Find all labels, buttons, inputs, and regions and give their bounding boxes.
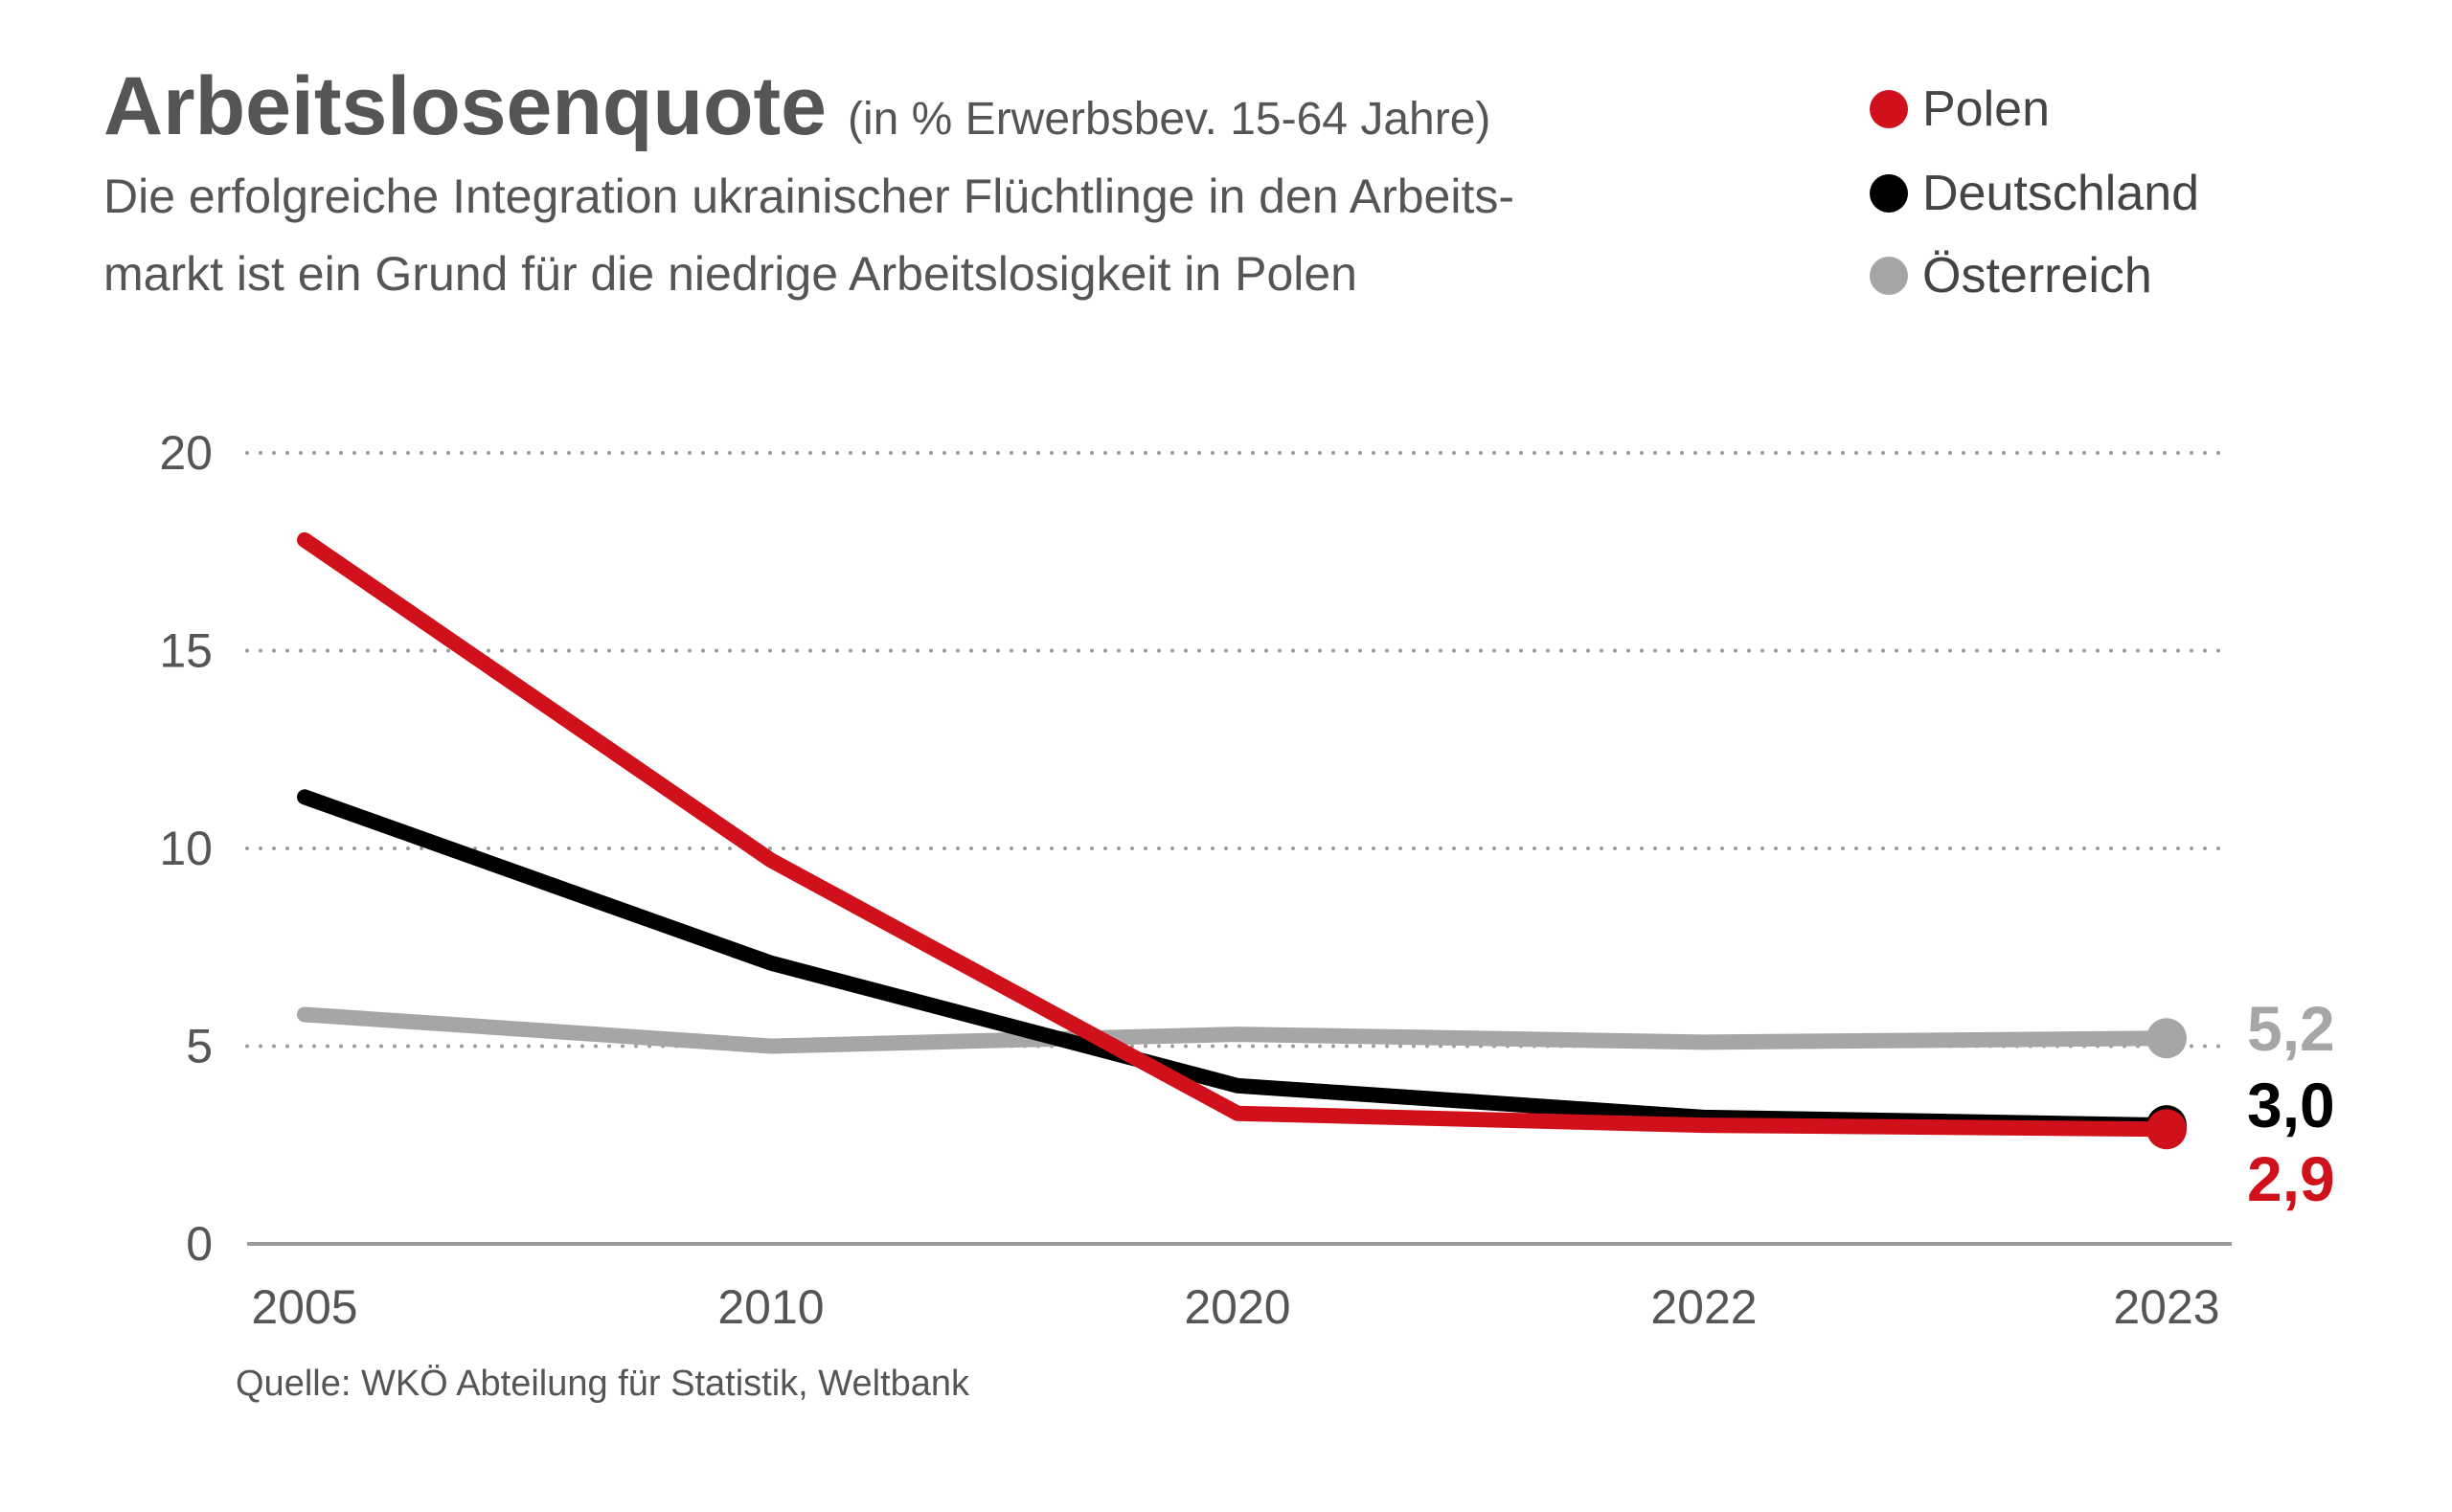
series-endpoint-oesterreich <box>2146 1018 2187 1059</box>
chart-title: Arbeitslosenquote <box>103 60 827 152</box>
end-label-deutschland: 3,0 <box>2247 1070 2335 1140</box>
end-label-polen: 2,9 <box>2247 1143 2335 1214</box>
legend-dot-oesterreich <box>1870 257 1908 295</box>
source-note: Quelle: WKÖ Abteilung für Statistik, Wel… <box>236 1364 970 1404</box>
x-tick-label: 2020 <box>1184 1280 1290 1334</box>
end-label-oesterreich: 5,2 <box>2247 993 2335 1064</box>
legend-dot-deutschland <box>1870 174 1908 213</box>
y-tick-label: 5 <box>186 1020 213 1073</box>
gridlines <box>245 451 2234 1049</box>
x-axis-ticks: 2005 2010 2020 2022 2023 <box>251 1280 2219 1334</box>
x-tick-label: 2022 <box>1650 1280 1757 1334</box>
series-line-deutschland <box>297 789 2174 1134</box>
y-tick-label: 10 <box>159 822 213 875</box>
legend-label-deutschland: Deutschland <box>1922 166 2199 221</box>
legend-dot-polen <box>1870 90 1908 128</box>
chart-description-line-1: Die erfolgreiche Integration ukrainische… <box>103 169 1514 223</box>
legend-label-oesterreich: Österreich <box>1922 248 2152 304</box>
series-lines <box>297 531 2187 1150</box>
series-line-oesterreich <box>297 1006 2174 1054</box>
y-tick-label: 15 <box>159 624 213 678</box>
x-tick-label: 2023 <box>2113 1280 2219 1334</box>
legend-label-polen: Polen <box>1922 81 2050 137</box>
chart-unit: (in % Erwerbsbev. 15-64 Jahre) <box>848 94 1490 145</box>
y-tick-label: 20 <box>159 426 213 480</box>
legend: Polen Deutschland Österreich <box>1870 81 2199 304</box>
series-line-polen <box>297 531 2174 1138</box>
y-axis-ticks: 0 5 10 15 20 <box>159 426 213 1271</box>
chart-description-line-2: markt ist ein Grund für die niedrige Arb… <box>103 247 1357 301</box>
x-tick-label: 2010 <box>717 1280 824 1334</box>
y-tick-label: 0 <box>186 1217 213 1271</box>
end-labels: 5,23,02,9 <box>2247 993 2335 1214</box>
series-endpoint-polen <box>2146 1109 2187 1150</box>
x-tick-label: 2005 <box>251 1280 357 1334</box>
